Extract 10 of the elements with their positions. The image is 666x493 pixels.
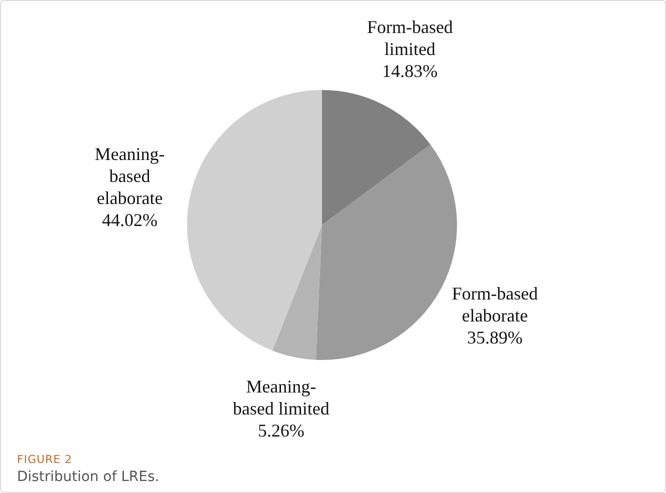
data-label: 14.83% <box>382 60 438 81</box>
slice-label: Meaning-based elaborate <box>94 144 165 208</box>
data-label: 5.26% <box>258 420 304 441</box>
slice-label: Form-based limited <box>366 16 453 59</box>
data-label: 35.89% <box>467 328 523 348</box>
slice-label: Meaning-based limited <box>232 376 330 419</box>
slice-label: Form-based elaborate <box>452 284 538 326</box>
text: Distribution of LREs. <box>17 469 160 485</box>
text: FIGURE 2 <box>17 453 72 466</box>
data-label: 44.02% <box>102 210 158 230</box>
